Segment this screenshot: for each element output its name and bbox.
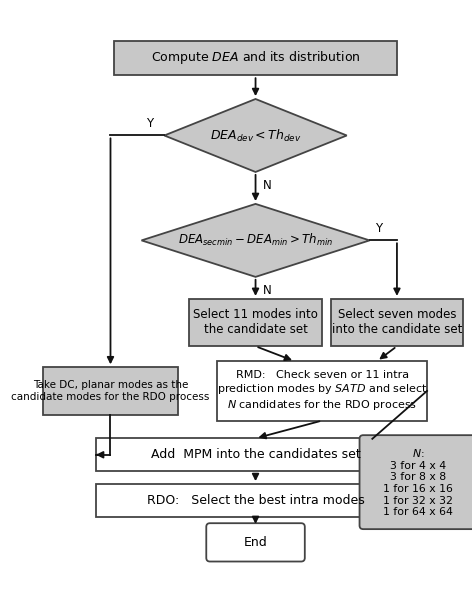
Text: N: N — [263, 284, 272, 297]
Text: $\mathit{DEA}_{secmin} - \mathit{DEA}_{min} > \mathit{Th}_{min}$: $\mathit{DEA}_{secmin} - \mathit{DEA}_{m… — [178, 232, 333, 248]
Text: RMD:   Check seven or 11 intra
prediction modes by $\mathit{SATD}$ and select
$N: RMD: Check seven or 11 intra prediction … — [217, 370, 428, 412]
Bar — [43, 367, 178, 415]
Text: Y: Y — [375, 222, 382, 235]
Bar — [190, 299, 322, 346]
Text: RDO:   Select the best intra modes: RDO: Select the best intra modes — [146, 494, 365, 507]
Text: $\mathit{DEA}_{dev} < \mathit{Th}_{dev}$: $\mathit{DEA}_{dev} < \mathit{Th}_{dev}$ — [210, 127, 301, 144]
Bar — [96, 484, 415, 517]
Text: End: End — [244, 536, 267, 549]
Polygon shape — [164, 99, 347, 172]
FancyBboxPatch shape — [360, 435, 474, 529]
Bar — [331, 299, 463, 346]
Text: N: N — [263, 179, 272, 192]
Text: Y: Y — [146, 117, 154, 130]
FancyBboxPatch shape — [206, 523, 305, 562]
Text: Select 11 modes into
the candidate set: Select 11 modes into the candidate set — [193, 308, 318, 336]
Text: Select seven modes
into the candidate set: Select seven modes into the candidate se… — [332, 308, 462, 336]
Bar — [96, 438, 415, 471]
Text: $N$:
3 for 4 x 4
3 for 8 x 8
1 for 16 x 16
1 for 32 x 32
1 for 64 x 64: $N$: 3 for 4 x 4 3 for 8 x 8 1 for 16 x … — [383, 447, 453, 517]
Polygon shape — [142, 204, 370, 277]
Text: Take DC, planar modes as the
candidate modes for the RDO process: Take DC, planar modes as the candidate m… — [11, 380, 210, 401]
Text: Add  MPM into the candidates set: Add MPM into the candidates set — [151, 448, 360, 461]
Bar — [114, 40, 397, 75]
Bar — [217, 361, 427, 420]
Text: Compute $\mathit{DEA}$ and its distribution: Compute $\mathit{DEA}$ and its distribut… — [151, 49, 360, 66]
